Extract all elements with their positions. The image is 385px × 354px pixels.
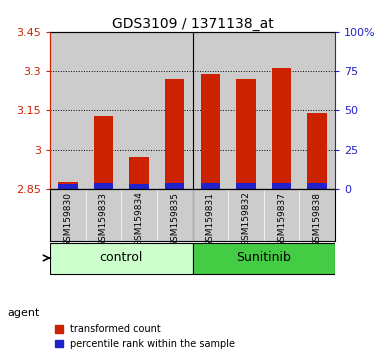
Bar bbox=[129, 158, 149, 189]
Text: GSM159837: GSM159837 bbox=[277, 192, 286, 246]
FancyBboxPatch shape bbox=[50, 243, 192, 274]
Text: GSM159832: GSM159832 bbox=[241, 192, 250, 246]
Bar bbox=[300, 32, 335, 189]
Bar bbox=[307, 183, 327, 189]
Bar bbox=[272, 69, 291, 189]
Bar bbox=[192, 32, 228, 189]
Bar bbox=[201, 183, 220, 189]
Text: GSM159835: GSM159835 bbox=[170, 192, 179, 246]
Bar bbox=[157, 32, 192, 189]
Bar bbox=[307, 113, 327, 189]
Legend: transformed count, percentile rank within the sample: transformed count, percentile rank withi… bbox=[55, 324, 236, 349]
Bar bbox=[58, 182, 78, 189]
Bar bbox=[50, 32, 85, 189]
Bar bbox=[165, 183, 184, 189]
Bar bbox=[236, 183, 256, 189]
Text: Sunitinib: Sunitinib bbox=[236, 251, 291, 264]
Bar bbox=[85, 32, 121, 189]
Bar bbox=[121, 32, 157, 189]
Bar bbox=[94, 183, 113, 189]
Text: GSM159833: GSM159833 bbox=[99, 192, 108, 246]
Text: GSM159838: GSM159838 bbox=[313, 192, 321, 246]
Title: GDS3109 / 1371138_at: GDS3109 / 1371138_at bbox=[112, 17, 273, 31]
Bar bbox=[272, 183, 291, 189]
Text: agent: agent bbox=[8, 308, 40, 318]
Text: GSM159830: GSM159830 bbox=[64, 192, 72, 246]
Bar bbox=[201, 74, 220, 189]
Bar bbox=[236, 79, 256, 189]
Bar bbox=[58, 184, 78, 189]
FancyBboxPatch shape bbox=[192, 243, 335, 274]
Bar bbox=[94, 116, 113, 189]
Text: control: control bbox=[100, 251, 143, 264]
Text: GSM159834: GSM159834 bbox=[135, 192, 144, 246]
Bar bbox=[228, 32, 264, 189]
Bar bbox=[129, 184, 149, 189]
Bar bbox=[165, 79, 184, 189]
Bar bbox=[264, 32, 300, 189]
Text: GSM159831: GSM159831 bbox=[206, 192, 215, 246]
